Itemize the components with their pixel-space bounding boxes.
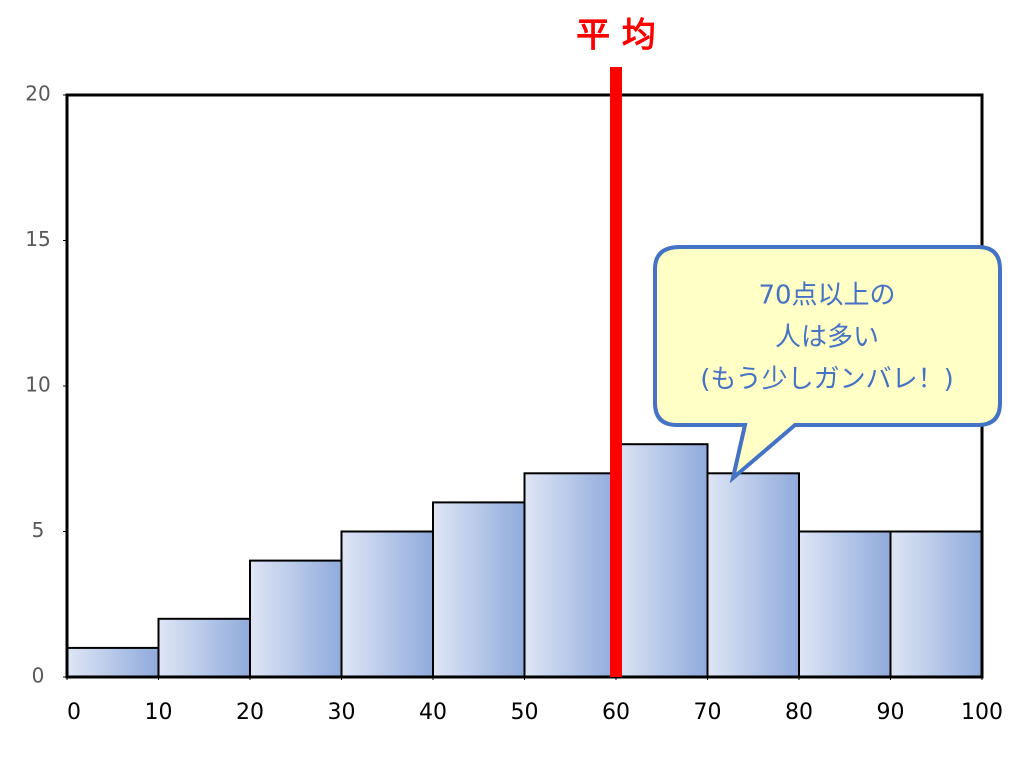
x-tick-label: 40	[419, 700, 447, 725]
callout-text: 70点以上の	[758, 281, 895, 311]
bar	[615, 443, 709, 679]
x-tick-label: 0	[67, 700, 81, 725]
bar	[157, 617, 251, 678]
x-tick-label: 50	[511, 700, 539, 725]
x-tick-label: 90	[877, 700, 905, 725]
y-tick-label: 0	[32, 664, 45, 688]
bar	[432, 501, 526, 678]
mean-label: 平 均	[576, 16, 656, 56]
x-tick-label: 80	[785, 700, 813, 725]
callout-box	[653, 245, 1002, 484]
x-tick-label: 100	[961, 700, 1003, 725]
y-tick-label: 5	[32, 518, 45, 542]
bar	[340, 530, 434, 678]
y-tick-label: 15	[25, 227, 50, 251]
bar	[66, 646, 160, 679]
bar	[798, 530, 892, 678]
y-tick-label: 10	[25, 373, 50, 397]
y-tick-label: 20	[25, 82, 50, 106]
x-tick-label: 10	[145, 700, 173, 725]
callout-text: (もう少しガンバレ！)	[700, 365, 954, 395]
bar	[249, 559, 343, 678]
x-tick-label: 30	[328, 700, 356, 725]
bar	[889, 530, 983, 678]
bar	[523, 472, 617, 678]
bar	[706, 472, 800, 678]
x-tick-label: 60	[602, 700, 630, 725]
x-tick-label: 20	[236, 700, 264, 725]
x-tick-label: 70	[694, 700, 722, 725]
callout-text: 人は多い	[775, 323, 879, 353]
